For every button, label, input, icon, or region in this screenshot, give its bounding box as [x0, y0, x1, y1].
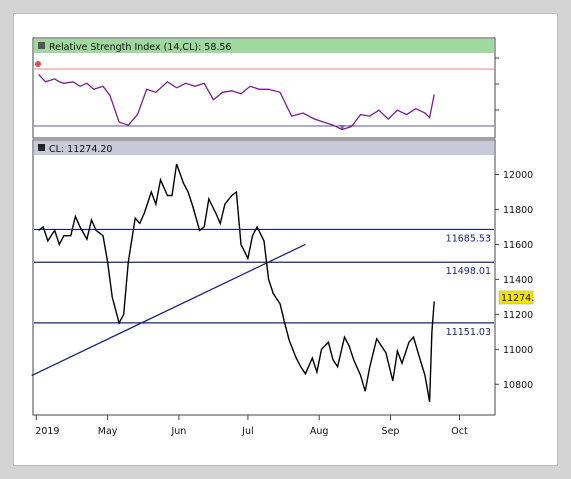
x-tick-label: Oct: [451, 426, 468, 437]
price-header-marker: [38, 144, 45, 151]
x-tick-label: Jul: [241, 426, 253, 437]
x-tick-label: 2019: [35, 426, 59, 437]
y-tick-label: 11000: [503, 345, 533, 356]
inner-border: [13, 13, 558, 466]
x-tick-label: May: [98, 426, 118, 437]
price-y-axis: 12000 11800 11600 11400 11200 11000 10800: [495, 170, 533, 391]
horizontal-levels: [34, 228, 494, 324]
y-tick-label: 10800: [503, 380, 533, 391]
y-tick-label: 11400: [503, 275, 533, 286]
level-label: 11498.01: [446, 266, 491, 277]
price-header-bar: [34, 141, 494, 155]
time-x-axis: 2019 May Jun Jul Aug Sep Oct: [33, 414, 495, 437]
rsi-header-bar: [34, 39, 494, 53]
x-tick-label: Jun: [170, 426, 186, 437]
level-labels: 11685.53 11498.01 11151.03: [446, 233, 491, 337]
y-tick-label: 11800: [503, 205, 533, 216]
rsi-header-text: Relative Strength Index (14,CL): 58.56: [49, 42, 231, 53]
y-tick-label: 12000: [503, 170, 533, 181]
rsi-panel-bg: [32, 37, 496, 139]
price-panel: CL: 11274.20 12000 11800 11600 11400 11200 11…: [31, 139, 534, 416]
level-label: 11151.03: [446, 327, 491, 338]
last-price-tag-text: 11274.: [501, 293, 534, 304]
level-label: 11685.53: [446, 233, 491, 244]
price-header-text: CL: 11274.20: [49, 144, 112, 155]
price-panel-bg: [32, 139, 496, 416]
rsi-panel: Relative Strength Index (14,CL): 58.56: [32, 37, 499, 139]
x-tick-label: Sep: [382, 426, 400, 437]
price-line: [38, 163, 435, 402]
y-tick-label: 11200: [503, 310, 533, 321]
rsi-line: [38, 73, 435, 131]
rsi-header-marker: [38, 42, 45, 49]
last-price-tag: [498, 290, 534, 305]
trend-line: [31, 243, 306, 377]
x-tick-label: Aug: [310, 426, 329, 437]
y-tick-label: 11600: [503, 240, 533, 251]
rsi-start-marker: [35, 61, 41, 67]
